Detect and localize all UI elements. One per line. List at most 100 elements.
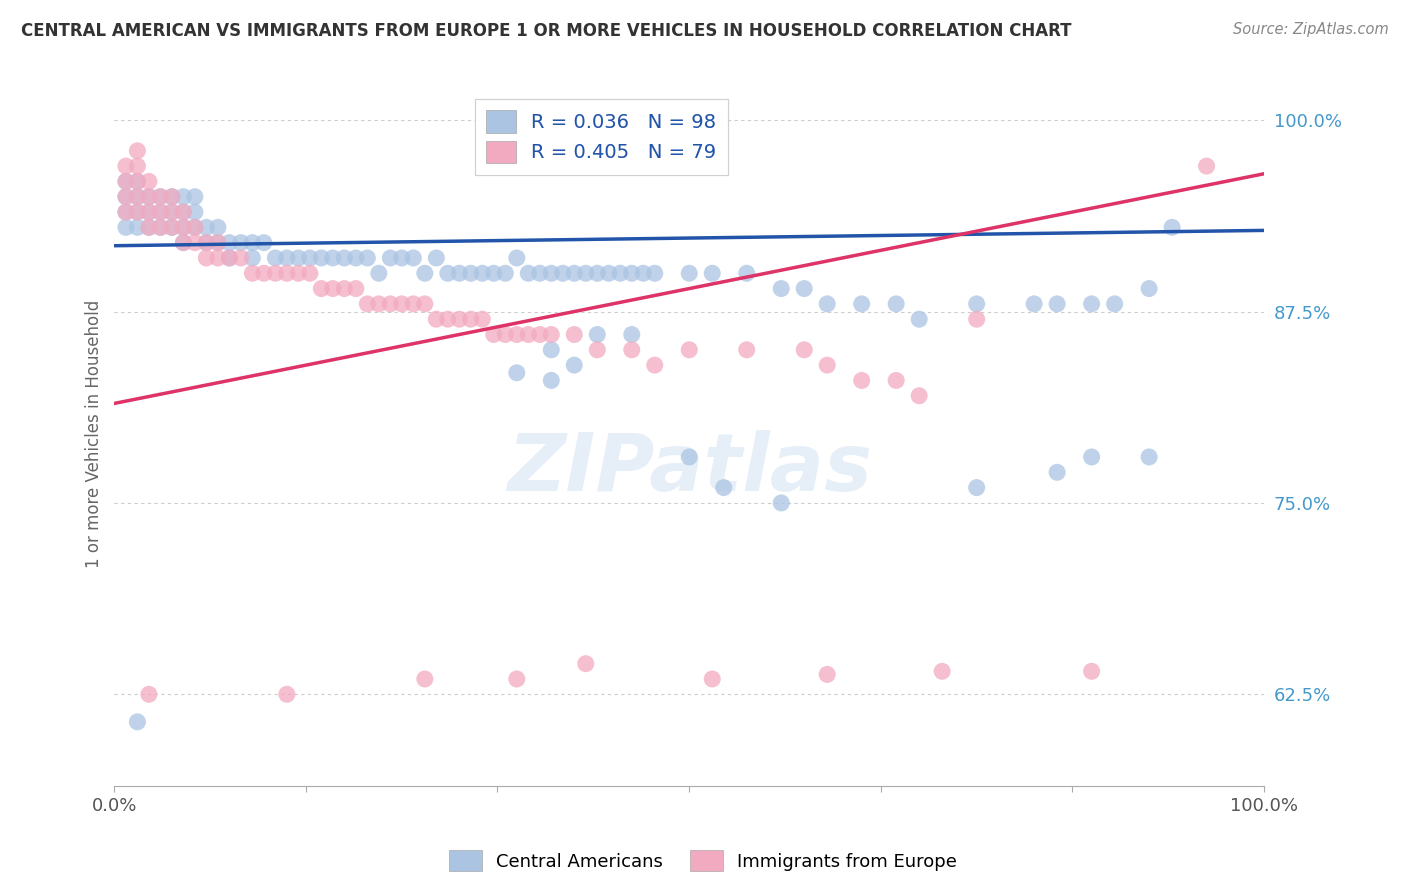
Point <box>229 251 252 265</box>
Point <box>517 266 540 280</box>
Text: CENTRAL AMERICAN VS IMMIGRANTS FROM EUROPE 1 OR MORE VEHICLES IN HOUSEHOLD CORRE: CENTRAL AMERICAN VS IMMIGRANTS FROM EURO… <box>21 22 1071 40</box>
Point <box>149 220 172 235</box>
Point <box>562 358 585 372</box>
Point <box>344 251 367 265</box>
Point <box>620 327 643 342</box>
Point <box>793 282 815 296</box>
Point <box>160 190 183 204</box>
Point <box>506 672 529 686</box>
Point <box>471 266 494 280</box>
Point <box>276 251 298 265</box>
Point <box>311 282 333 296</box>
Point <box>575 657 598 671</box>
Point <box>702 266 724 280</box>
Point <box>1137 282 1160 296</box>
Point <box>380 251 402 265</box>
Point <box>160 205 183 219</box>
Point <box>149 190 172 204</box>
Point <box>529 327 551 342</box>
Point <box>172 205 194 219</box>
Point <box>402 251 425 265</box>
Point <box>482 327 505 342</box>
Point <box>908 389 931 403</box>
Point <box>172 235 194 250</box>
Point <box>195 251 218 265</box>
Point <box>702 672 724 686</box>
Point <box>735 343 758 357</box>
Point <box>460 312 482 326</box>
Point <box>127 144 149 158</box>
Point <box>311 251 333 265</box>
Point <box>264 266 287 280</box>
Point <box>207 220 229 235</box>
Point <box>195 235 218 250</box>
Point <box>966 481 988 495</box>
Point <box>1161 220 1184 235</box>
Point <box>344 282 367 296</box>
Point <box>1080 665 1102 679</box>
Point <box>540 327 562 342</box>
Point <box>138 190 160 204</box>
Point <box>413 672 436 686</box>
Point <box>884 297 907 311</box>
Point <box>322 251 344 265</box>
Point <box>287 251 309 265</box>
Point <box>184 220 207 235</box>
Text: ZIPatlas: ZIPatlas <box>506 430 872 508</box>
Legend: R = 0.036   N = 98, R = 0.405   N = 79: R = 0.036 N = 98, R = 0.405 N = 79 <box>475 99 728 175</box>
Point <box>115 190 138 204</box>
Point <box>229 235 252 250</box>
Point <box>815 297 838 311</box>
Point <box>425 312 447 326</box>
Point <box>540 343 562 357</box>
Point <box>851 297 873 311</box>
Point <box>138 190 160 204</box>
Point <box>172 220 194 235</box>
Point <box>471 312 494 326</box>
Point <box>931 665 953 679</box>
Point <box>551 266 574 280</box>
Point <box>506 366 529 380</box>
Point <box>127 174 149 188</box>
Point <box>195 235 218 250</box>
Point <box>908 312 931 326</box>
Point <box>1024 297 1046 311</box>
Point <box>160 220 183 235</box>
Point <box>586 327 609 342</box>
Point <box>160 190 183 204</box>
Point <box>460 266 482 280</box>
Point <box>437 312 460 326</box>
Point <box>770 496 793 510</box>
Point <box>138 205 160 219</box>
Point <box>333 251 356 265</box>
Point <box>184 205 207 219</box>
Point <box>253 235 276 250</box>
Point <box>253 266 276 280</box>
Point <box>540 266 562 280</box>
Point <box>633 266 655 280</box>
Point <box>218 235 240 250</box>
Point <box>149 220 172 235</box>
Point <box>298 266 321 280</box>
Point <box>598 266 620 280</box>
Point <box>884 373 907 387</box>
Point <box>1080 297 1102 311</box>
Point <box>529 266 551 280</box>
Point <box>149 205 172 219</box>
Point <box>770 282 793 296</box>
Point <box>207 251 229 265</box>
Point <box>815 667 838 681</box>
Point <box>413 297 436 311</box>
Point <box>367 266 389 280</box>
Point <box>586 343 609 357</box>
Point <box>127 205 149 219</box>
Point <box>115 174 138 188</box>
Point <box>413 266 436 280</box>
Point <box>586 266 609 280</box>
Point <box>735 266 758 280</box>
Point <box>678 343 700 357</box>
Point <box>127 174 149 188</box>
Legend: Central Americans, Immigrants from Europe: Central Americans, Immigrants from Europ… <box>441 843 965 879</box>
Point <box>172 235 194 250</box>
Point <box>620 266 643 280</box>
